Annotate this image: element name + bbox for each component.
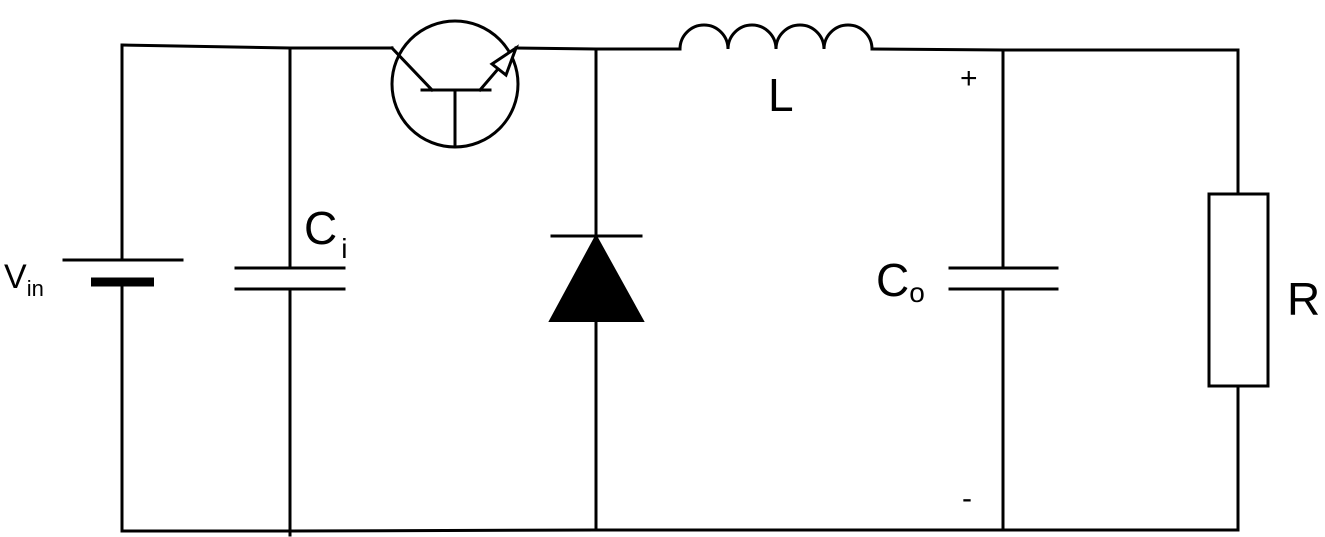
- co-label: Co: [876, 254, 925, 308]
- transistor-collector: [389, 45, 435, 93]
- transistor-emitter-arrow: [489, 44, 520, 78]
- load-resistor-symbol: [1207, 192, 1270, 388]
- inductor-label: L: [768, 69, 794, 121]
- vin-label-sub: in: [27, 276, 44, 301]
- vin-label-main: V: [4, 258, 27, 296]
- ci-label-main: C: [304, 202, 337, 254]
- wires: [120, 43, 1240, 537]
- output-plus-label: +: [960, 62, 978, 95]
- top-wire-left: [120, 43, 394, 50]
- resistor-body: [1207, 192, 1270, 388]
- ci-label-sub: i: [341, 233, 347, 264]
- resistor-label: R: [1287, 273, 1320, 325]
- transistor-circle: [390, 19, 520, 149]
- inductor-coil: [678, 23, 874, 51]
- output-minus-label: -: [962, 482, 972, 515]
- transistor-symbol: [389, 19, 520, 149]
- diode-symbol: [548, 233, 645, 322]
- co-label-sub: o: [909, 277, 925, 308]
- inductor-symbol: [678, 23, 874, 51]
- co-label-main: C: [876, 254, 909, 306]
- battery-symbol: [62, 258, 184, 287]
- diode-triangle: [548, 233, 645, 322]
- output-capacitor-symbol: [948, 266, 1059, 291]
- top-wire-right: [870, 47, 1240, 52]
- input-capacitor-symbol: [234, 266, 346, 291]
- vin-label: Vin: [4, 258, 44, 301]
- top-wire-middle: [514, 46, 682, 51]
